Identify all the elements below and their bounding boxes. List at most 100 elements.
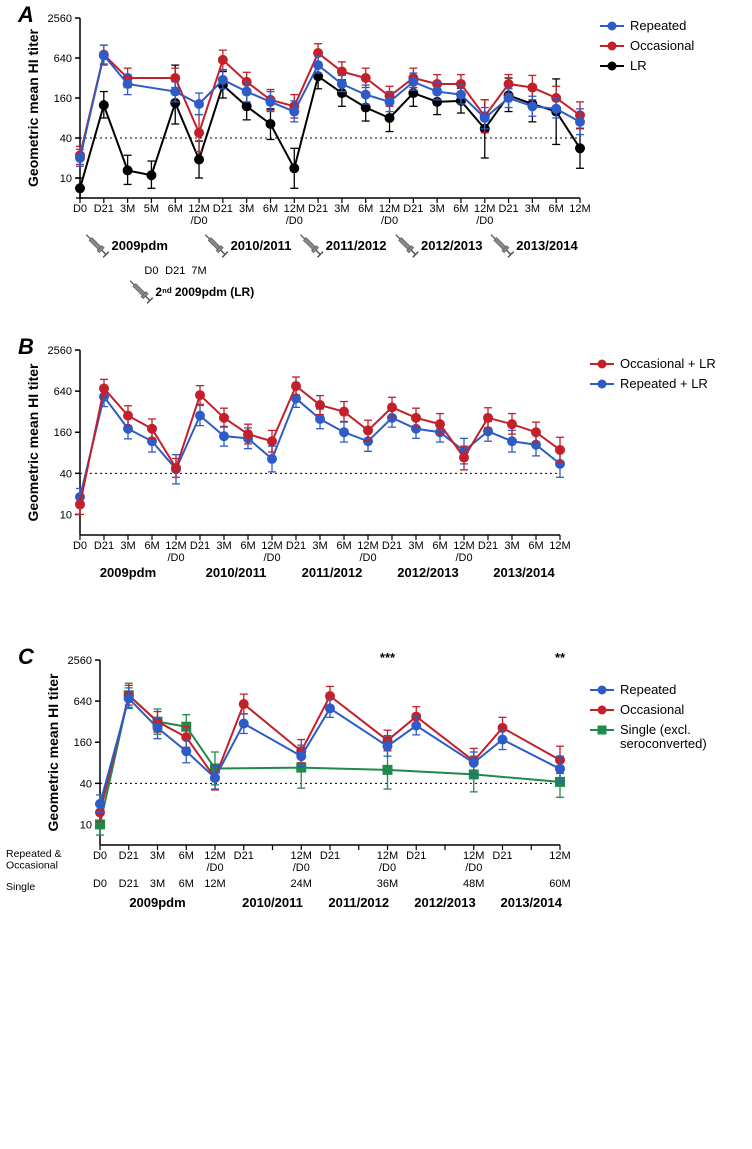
x-tick-label: 12M	[549, 540, 570, 552]
season-label: 2012/2013	[414, 895, 475, 910]
x-tick-label: 6M	[549, 203, 564, 215]
season-label: 2010/2011	[242, 895, 303, 910]
y-tick-label: 40	[60, 133, 72, 145]
y-tick-label: 2560	[68, 655, 92, 667]
xaxis-row-label-bottom: Single	[6, 881, 35, 893]
panel-c: C10401606402560Geometric mean HI titerD0…	[0, 630, 752, 990]
x-tick-label: 12M/D0	[474, 203, 495, 227]
x-tick-label: 6M	[336, 540, 351, 552]
series	[96, 688, 565, 813]
second-pdm-tick: D21	[165, 265, 185, 277]
legend-label: Repeated + LR	[620, 376, 708, 391]
x-tick-label: 6M	[358, 203, 373, 215]
x-tick-label: 3M	[120, 203, 135, 215]
x-tick-label: D21	[119, 850, 139, 862]
x-tick-label: 12M/D0	[188, 203, 209, 227]
y-axis-label: Geometric mean HI titer	[25, 363, 41, 521]
x-tick-label: 3M	[408, 540, 423, 552]
y-tick-label: 160	[74, 737, 92, 749]
x-tick-label-single: 48M	[463, 878, 484, 890]
significance-marker: **	[555, 650, 566, 665]
x-tick-label: 6M	[528, 540, 543, 552]
season-label: 2012/2013	[421, 238, 482, 253]
season-label: 2011/2012	[326, 238, 387, 253]
x-tick-label: 12M/D0	[291, 850, 312, 874]
y-tick-label: 160	[54, 427, 72, 439]
x-tick-label-single: D21	[119, 878, 139, 890]
season-label: 2010/2011	[231, 238, 292, 253]
x-tick-label: 12M/D0	[463, 850, 484, 874]
x-tick-label: 3M	[525, 203, 540, 215]
x-tick-label: D21	[320, 850, 340, 862]
y-tick-label: 10	[60, 173, 72, 185]
y-axis-label: Geometric mean HI titer	[25, 28, 41, 186]
x-tick-label: 12M	[549, 850, 570, 862]
panel-label: A	[17, 2, 34, 27]
season-label: 2010/2011	[206, 565, 267, 580]
y-tick-label: 2560	[48, 345, 72, 357]
second-pdm-tick: 7M	[191, 265, 206, 277]
season-label: 2009pdm	[100, 565, 156, 580]
x-tick-label: 6M	[263, 203, 278, 215]
significance-marker: ***	[380, 650, 396, 665]
x-tick-label: 3M	[216, 540, 231, 552]
x-tick-label: D21	[498, 203, 518, 215]
x-tick-label: 6M	[179, 850, 194, 862]
x-tick-label: 3M	[150, 850, 165, 862]
x-tick-label: D21	[403, 203, 423, 215]
legend-label: Occasional	[620, 702, 684, 717]
second-pdm-label: 2ⁿᵈ 2009pdm (LR)	[155, 285, 254, 299]
legend: Occasional + LRRepeated + LR	[590, 356, 716, 391]
figure-root: A 10 40 160 640 2560 Geometric mean HI titer D0…	[0, 0, 752, 990]
x-tick-label-single: 60M	[549, 878, 570, 890]
legend-label: LR	[630, 58, 647, 73]
x-tick-label: 5M	[144, 203, 159, 215]
x-tick-label: 6M	[168, 203, 183, 215]
y-tick-label: 40	[80, 778, 92, 790]
x-tick-label: 3M	[239, 203, 254, 215]
x-tick-label: 3M	[312, 540, 327, 552]
x-tick-label: 12M/D0	[165, 540, 186, 564]
y-tick-label: 40	[60, 468, 72, 480]
panel-b: B10401606402560Geometric mean HI titerD0…	[0, 330, 752, 630]
x-tick-label: D21	[234, 850, 254, 862]
y-tick-label: 10	[80, 819, 92, 831]
season-label: 2013/2014	[501, 895, 563, 910]
x-tick-label: D21	[308, 203, 328, 215]
x-tick-label: 3M	[120, 540, 135, 552]
x-tick-label: D21	[94, 203, 114, 215]
y-axis-label: Geometric mean HI titer	[45, 673, 61, 831]
panel-a: A10401606402560Geometric mean HI titerD0…	[0, 0, 752, 330]
x-tick-label: 12M/D0	[204, 850, 225, 874]
second-pdm-tick: D0	[144, 265, 158, 277]
legend-label: seroconverted)	[620, 736, 707, 751]
x-tick-label: 3M	[334, 203, 349, 215]
x-tick-label: D21	[492, 850, 512, 862]
x-tick-label: D0	[73, 203, 87, 215]
x-tick-label: 6M	[453, 203, 468, 215]
x-tick-label-single: D0	[93, 878, 107, 890]
x-tick-label: D0	[73, 540, 87, 552]
y-tick-label: 160	[54, 93, 72, 105]
season-label: 2013/2014	[516, 238, 578, 253]
legend-label: Repeated	[620, 682, 676, 697]
season-label: 2012/2013	[397, 565, 458, 580]
legend-label: Repeated	[630, 18, 686, 33]
legend-label: Single (excl.	[620, 722, 691, 737]
x-tick-label-single: 24M	[291, 878, 312, 890]
x-tick-label: D21	[286, 540, 306, 552]
x-tick-label: 12M	[569, 203, 590, 215]
x-tick-label: 12M/D0	[453, 540, 474, 564]
season-label: 2009pdm	[129, 895, 185, 910]
season-label: 2009pdm	[112, 238, 168, 253]
x-tick-label: 12M/D0	[377, 850, 398, 874]
season-label: 2013/2014	[493, 565, 555, 580]
x-tick-label: D21	[382, 540, 402, 552]
x-tick-label: D21	[190, 540, 210, 552]
x-tick-label: 12M/D0	[284, 203, 305, 227]
x-tick-label: 6M	[144, 540, 159, 552]
panel-label: C	[18, 644, 35, 669]
y-tick-label: 640	[54, 386, 72, 398]
x-tick-label: 3M	[430, 203, 445, 215]
season-label: 2011/2012	[302, 565, 363, 580]
